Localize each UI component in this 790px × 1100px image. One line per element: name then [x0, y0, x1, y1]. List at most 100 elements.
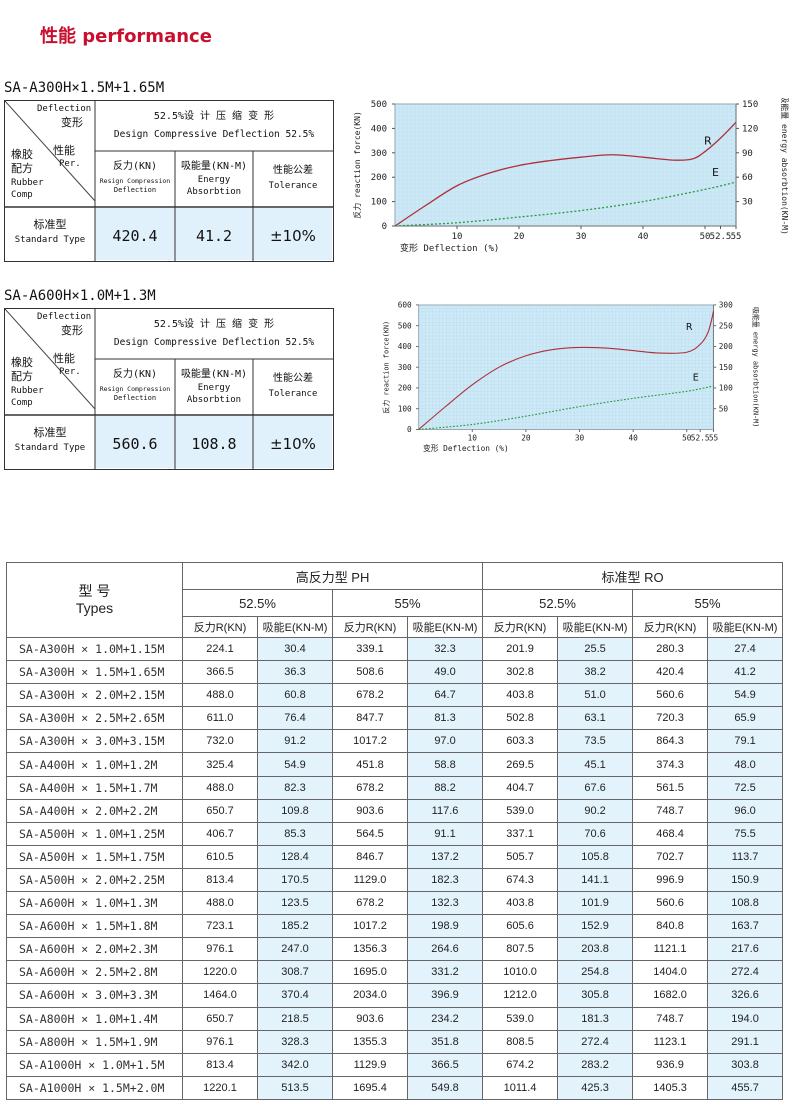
reaction-cell: 1405.3 [632, 1075, 709, 1100]
reaction-cell: 650.7 [182, 1006, 258, 1031]
energy-cell: 36.3 [257, 660, 333, 685]
reaction-header-cn: 反力(KN) [112, 369, 158, 380]
energy-cell: 105.8 [557, 844, 634, 869]
model-cell: SA-A1000H × 1.0M+1.5M [6, 1052, 183, 1077]
table-row: SA-A400H × 1.0M+1.2M 325.4 54.9 451.8 58.8 26… [6, 752, 784, 777]
energy-cell: 97.0 [406, 729, 484, 754]
reaction-cell: 903.6 [332, 1006, 408, 1031]
spec-grid-lines [5, 101, 333, 261]
series-label-r: R [704, 134, 712, 147]
reaction-cell: 976.1 [182, 937, 258, 962]
performance-chart-1: 0 100 200 300 400 500 30 60 90 120 150 10 20 30 40 50 52… [352, 98, 790, 254]
reaction-cell: 1695.4 [332, 1075, 408, 1100]
deflection-label-cn: 变形 [61, 116, 83, 129]
energy-cell: 303.8 [707, 1052, 784, 1077]
reaction-cell: 996.9 [632, 867, 709, 893]
reaction-cell: 732.0 [182, 729, 258, 754]
energy-cell: 331.2 [406, 960, 484, 985]
series-label-r: R [686, 322, 693, 333]
reaction-cell: 864.3 [632, 729, 709, 754]
reaction-cell: 847.7 [332, 706, 408, 731]
energy-cell: 150.9 [707, 867, 784, 893]
reaction-cell: 674.3 [482, 867, 559, 893]
reaction-cell: 678.2 [332, 891, 408, 916]
performance-label-cn: 性能 [53, 352, 75, 365]
reaction-cell: 564.5 [332, 821, 408, 846]
y-right-tick-label: 150 [719, 363, 733, 372]
reaction-cell: 813.4 [182, 867, 258, 893]
energy-cell: 218.5 [257, 1006, 333, 1031]
types-header-cn: 型 号 [78, 583, 111, 599]
reaction-subheader: 反力R(KN) [482, 616, 559, 638]
table-row: SA-A600H × 1.0M+1.3M 488.0 123.5 678.2 132.3… [6, 891, 784, 916]
table-row: SA-A300H × 2.5M+2.65M 611.0 76.4 847.7 81.3 5… [6, 706, 784, 731]
energy-cell: 25.5 [557, 636, 634, 662]
energy-value: 108.8 [191, 435, 237, 453]
energy-cell: 425.3 [557, 1075, 634, 1100]
reaction-cell: 1356.3 [332, 937, 408, 962]
spec-table: Deflection 变形 性能 Per. 橡胶 配方 Rubber Comp … [4, 100, 334, 262]
reaction-cell: 269.5 [482, 752, 559, 777]
energy-cell: 254.8 [557, 960, 634, 985]
model-cell: SA-A800H × 1.5M+1.9M [6, 1029, 183, 1054]
energy-cell: 38.2 [557, 660, 634, 685]
model-cell: SA-A300H × 1.5M+1.65M [6, 660, 183, 685]
y-right-tick-label: 200 [719, 342, 733, 351]
y-right-tick-label: 60 [742, 173, 753, 183]
rubber-label-cn: 橡胶 [11, 148, 33, 161]
energy-cell: 82.3 [257, 775, 333, 800]
y-left-tick-label: 0 [407, 425, 412, 434]
model-cell: SA-A600H × 1.0M+1.3M [6, 891, 183, 916]
pct-header: 55% [632, 589, 784, 617]
tolerance-value: ±10% [270, 227, 316, 245]
y-left-tick-label: 300 [371, 149, 387, 159]
x-tick-label: 50 [682, 434, 692, 443]
energy-cell: 272.4 [557, 1029, 634, 1054]
reaction-cell: 1220.0 [182, 960, 258, 985]
reaction-cell: 1017.2 [332, 914, 408, 939]
energy-subheader: 吸能E(KN-M) [557, 616, 634, 638]
energy-cell: 72.5 [707, 775, 784, 800]
energy-cell: 137.2 [406, 844, 484, 869]
y-right-tick-label: 50 [719, 404, 729, 413]
y-left-tick-label: 0 [382, 222, 387, 232]
x-tick-label: 52.5 [691, 434, 710, 443]
model-cell: SA-A600H × 2.0M+2.3M [6, 937, 183, 962]
energy-cell: 123.5 [257, 891, 333, 916]
reaction-cell: 840.8 [632, 914, 709, 939]
reaction-cell: 488.0 [182, 775, 258, 800]
energy-cell: 70.6 [557, 821, 634, 846]
reaction-cell: 539.0 [482, 1006, 559, 1031]
energy-cell: 65.9 [707, 706, 784, 731]
pct-header: 52.5% [182, 589, 333, 617]
energy-cell: 45.1 [557, 752, 634, 777]
reaction-cell: 748.7 [632, 798, 709, 823]
energy-cell: 203.8 [557, 937, 634, 962]
y-left-tick-label: 300 [398, 363, 412, 372]
energy-value: 41.2 [195, 227, 233, 245]
spec-model-title: SA-A300H×1.5M+1.65M [4, 80, 165, 96]
table-row: SA-A300H × 3.0M+3.15M 732.0 91.2 1017.2 97.0… [6, 729, 784, 754]
energy-cell: 108.8 [707, 891, 784, 916]
energy-cell: 305.8 [557, 983, 634, 1008]
series-line-r [394, 121, 737, 227]
table-row: SA-A1000H × 1.5M+2.0M 1220.1 513.5 1695.4 54… [6, 1075, 784, 1100]
rubber-label-cn2: 配方 [11, 162, 33, 175]
reaction-cell: 337.1 [482, 821, 559, 846]
energy-cell: 141.1 [557, 867, 634, 893]
reaction-header-en: Resign Compression [99, 385, 171, 393]
table-row: SA-A600H × 2.5M+2.8M 1220.0 308.7 1695.0 331… [6, 960, 784, 985]
reaction-cell: 339.1 [332, 636, 408, 662]
standard-type-cn: 标准型 [33, 426, 67, 439]
reaction-cell: 702.7 [632, 844, 709, 869]
energy-cell: 90.2 [557, 798, 634, 823]
energy-cell: 308.7 [257, 960, 333, 985]
reaction-cell: 1220.1 [182, 1075, 258, 1100]
model-cell: SA-A1000H × 1.5M+2.0M [6, 1075, 183, 1100]
spec-table: Deflection 变形 性能 Per. 橡胶 配方 Rubber Comp … [4, 308, 334, 470]
rubber-label-en: Rubber [11, 178, 44, 188]
model-cell: SA-A800H × 1.0M+1.4M [6, 1006, 183, 1031]
x-tick-label: 55 [709, 434, 719, 443]
table-row: SA-A300H × 1.0M+1.15M 224.1 30.4 339.1 32.3 2… [6, 636, 784, 662]
types-header-en: Types [75, 600, 114, 616]
